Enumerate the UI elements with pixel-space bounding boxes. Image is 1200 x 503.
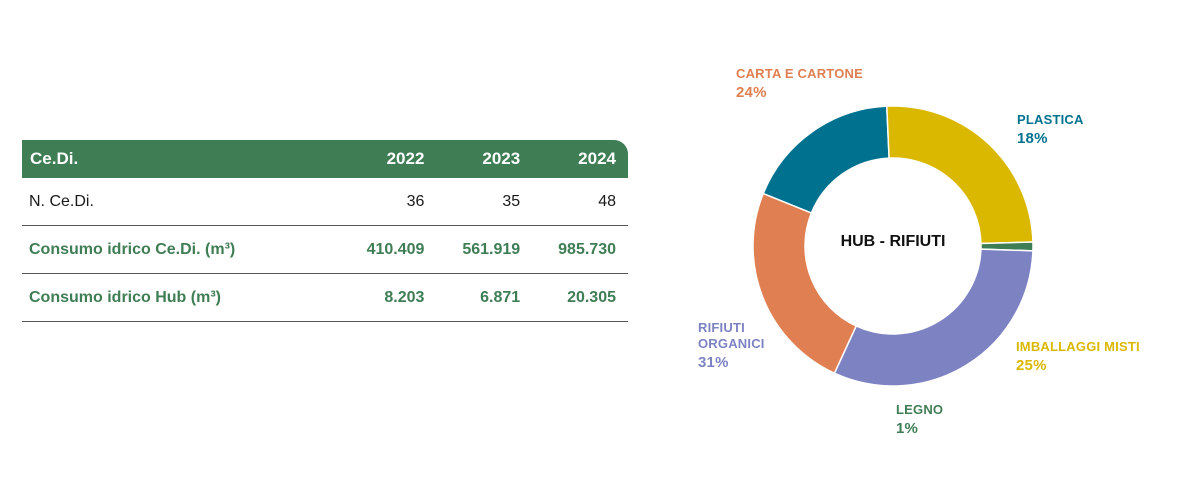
cell-2022: 8.203 xyxy=(328,273,425,322)
table-row: Consumo idrico Ce.Di. (m³) 410.409 561.9… xyxy=(22,225,628,274)
header-2023: 2023 xyxy=(482,149,521,168)
slice-name: LEGNO xyxy=(896,402,944,417)
cell-2023: 6.871 xyxy=(424,273,521,322)
donut-slice-carta-e-cartone xyxy=(752,192,858,375)
cell-2023: 35 xyxy=(424,178,521,226)
slice-name: IMBALLAGGI MISTI xyxy=(1016,339,1140,354)
slice-label-imballaggi-misti: IMBALLAGGI MISTI 25% xyxy=(1016,339,1140,374)
slice-percent: 24% xyxy=(736,84,767,101)
cell-2022: 410.409 xyxy=(328,225,425,274)
slice-percent: 1% xyxy=(896,420,919,437)
data-table: Ce.Di. 2022 2023 2024 N. Ce.Di. 36 35 48… xyxy=(22,140,628,322)
cell-2024: 48 xyxy=(520,178,628,226)
slice-name: RIFIUTI ORGANICI xyxy=(698,320,765,351)
slice-name: CARTA E CARTONE xyxy=(736,66,863,81)
slice-percent: 25% xyxy=(1016,357,1047,374)
slice-percent: 31% xyxy=(698,354,729,371)
slice-label-carta-e-cartone: CARTA E CARTONE 24% xyxy=(736,66,863,101)
slice-label-rifiuti-organici: RIFIUTI ORGANICI 31% xyxy=(698,320,778,371)
row-label: Consumo idrico Hub (m³) xyxy=(22,273,329,322)
cell-2022: 36 xyxy=(328,178,425,226)
donut-slice-plastica xyxy=(762,105,890,215)
header-cedi: Ce.Di. xyxy=(30,149,79,168)
donut-slice-rifiuti-organici xyxy=(833,248,1034,387)
chart-title: HUB - RIFIUTI xyxy=(840,233,946,250)
slice-label-plastica: PLASTICA 18% xyxy=(1017,112,1084,147)
cell-2023: 561.919 xyxy=(424,225,521,274)
table-row: Consumo idrico Hub (m³) 8.203 6.871 20.3… xyxy=(22,273,628,322)
table-row: N. Ce.Di. 36 35 48 xyxy=(22,178,628,226)
table-header-row: Ce.Di. 2022 2023 2024 xyxy=(22,140,628,178)
header-2024: 2024 xyxy=(578,149,616,168)
row-label: N. Ce.Di. xyxy=(22,178,329,226)
donut-slice-imballaggi-misti xyxy=(885,105,1034,245)
slice-percent: 18% xyxy=(1017,130,1048,147)
header-2022: 2022 xyxy=(386,149,425,168)
slice-name: PLASTICA xyxy=(1017,112,1084,127)
row-label: Consumo idrico Ce.Di. (m³) xyxy=(22,225,329,274)
cell-2024: 20.305 xyxy=(520,273,628,322)
slice-label-legno: LEGNO 1% xyxy=(896,402,943,437)
cell-2024: 985.730 xyxy=(520,225,628,274)
water-consumption-table: Ce.Di. 2022 2023 2024 N. Ce.Di. 36 35 48… xyxy=(22,140,628,322)
